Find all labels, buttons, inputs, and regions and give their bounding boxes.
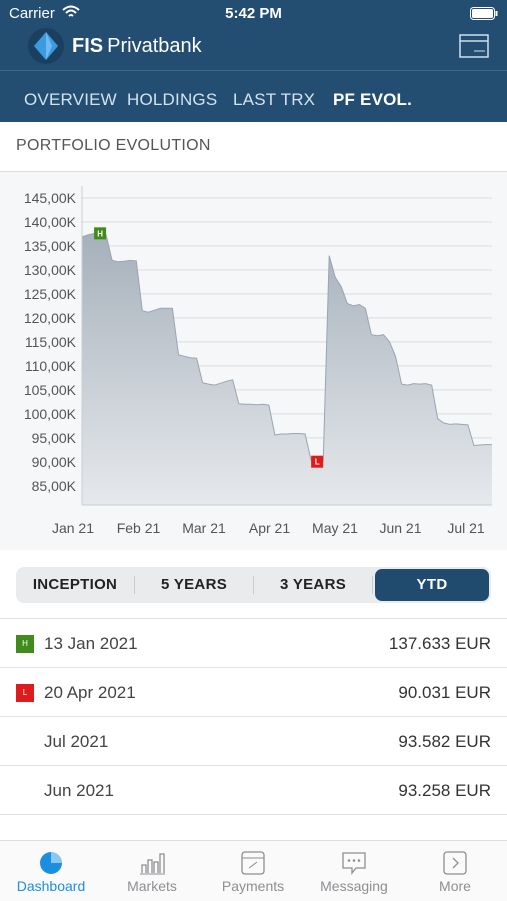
tab-item[interactable]: Markets bbox=[102, 841, 202, 901]
clock: 5:42 PM bbox=[225, 5, 282, 22]
y-tick-label: 105,00K bbox=[24, 382, 77, 398]
tab-label: More bbox=[439, 878, 471, 894]
tab-bar: Dashboard Markets Payments Messaging Mor… bbox=[0, 840, 507, 901]
carrier: Carrier bbox=[9, 5, 55, 22]
y-tick-label: 100,00K bbox=[24, 406, 77, 422]
separator bbox=[253, 576, 254, 594]
x-tick-label: Jul 21 bbox=[447, 520, 485, 536]
app-header: Carrier 5:42 PM FIS Privatbank OVERVIEW H… bbox=[0, 0, 507, 122]
row-amount: 93.582 EUR bbox=[398, 732, 491, 751]
row-amount: 137.633 EUR bbox=[388, 634, 491, 653]
nav-tab[interactable]: OVERVIEW bbox=[24, 90, 117, 109]
y-tick-label: 145,00K bbox=[24, 190, 77, 206]
y-tick-label: 135,00K bbox=[24, 238, 77, 254]
row-icon: H bbox=[16, 635, 34, 653]
y-tick-label: 115,00K bbox=[25, 334, 77, 350]
period-button[interactable]: 3 YEARS bbox=[279, 576, 347, 593]
list-row[interactable]: H 13 Jan 2021 137.633 EUR bbox=[0, 618, 507, 668]
period-selector: INCEPTION 5 YEARS 3 YEARS YTD bbox=[16, 567, 491, 603]
y-tick-label: 90,00K bbox=[32, 454, 77, 470]
brand-text: Privatbank bbox=[107, 35, 202, 57]
x-tick-label: Jan 21 bbox=[52, 520, 94, 536]
row-icon: L bbox=[16, 684, 34, 702]
dashboard-icon bbox=[40, 852, 62, 874]
area-line bbox=[81, 232, 492, 463]
separator bbox=[134, 576, 135, 594]
x-tick-label: Mar 21 bbox=[182, 520, 226, 536]
marker-label: H bbox=[97, 229, 103, 238]
area-fill bbox=[82, 233, 492, 506]
brand-bold: FIS bbox=[72, 35, 104, 57]
nav-tab[interactable]: PF EVOL. bbox=[333, 90, 413, 109]
more-icon bbox=[443, 851, 467, 875]
y-tick-label: 95,00K bbox=[32, 430, 77, 446]
tab-label: Messaging bbox=[320, 878, 388, 894]
payments-icon bbox=[241, 851, 265, 875]
wifi-icon bbox=[62, 5, 80, 17]
period-button[interactable]: YTD bbox=[375, 569, 489, 601]
x-tick-label: Feb 21 bbox=[117, 520, 161, 536]
tab-item[interactable]: Messaging bbox=[304, 841, 404, 901]
tab-label: Markets bbox=[127, 878, 177, 894]
y-tick-label: 130,00K bbox=[24, 262, 77, 278]
brand-name: FIS Privatbank bbox=[72, 35, 202, 58]
y-tick-label: 85,00K bbox=[32, 478, 77, 494]
row-date: Jun 2021 bbox=[44, 781, 114, 800]
list-row[interactable]: Jul 2021 93.582 EUR bbox=[0, 716, 507, 766]
period-button[interactable]: 5 YEARS bbox=[160, 576, 228, 593]
y-tick-label: 120,00K bbox=[24, 310, 77, 326]
chart: 85,00K 90,00K 95,00K 100,00K 105,00K 110,00K 1… bbox=[24, 186, 492, 536]
chart-panel: 85,00K 90,00K 95,00K 100,00K 105,00K 110,00K 1… bbox=[0, 171, 507, 550]
x-tick-label: Jun 21 bbox=[379, 520, 421, 536]
row-date: 20 Apr 2021 bbox=[44, 683, 136, 702]
y-tick-label: 140,00K bbox=[24, 214, 77, 230]
marker-label: L bbox=[315, 458, 320, 467]
x-tick-label: May 21 bbox=[312, 520, 358, 536]
marker-low bbox=[311, 455, 324, 468]
y-tick-label: 110,00K bbox=[25, 358, 77, 374]
nav-tab[interactable]: HOLDINGS bbox=[127, 90, 218, 109]
x-tick-label: Apr 21 bbox=[249, 520, 290, 536]
y-tick-label: 125,00K bbox=[24, 286, 77, 302]
divider bbox=[0, 814, 507, 815]
menu-button[interactable] bbox=[459, 34, 489, 58]
marker-high bbox=[94, 227, 107, 240]
messaging-icon bbox=[342, 852, 366, 875]
tab-item[interactable]: More bbox=[405, 841, 505, 901]
row-date: 13 Jan 2021 bbox=[44, 634, 138, 653]
list-row[interactable]: Jun 2021 93.258 EUR bbox=[0, 765, 507, 815]
tab-item[interactable]: Payments bbox=[203, 841, 303, 901]
list-row[interactable]: L 20 Apr 2021 90.031 EUR bbox=[0, 667, 507, 717]
separator bbox=[372, 576, 373, 594]
row-amount: 93.258 EUR bbox=[398, 781, 491, 800]
markets-icon bbox=[140, 853, 165, 875]
tab-item[interactable]: Dashboard bbox=[1, 841, 101, 901]
logo-icon bbox=[28, 28, 64, 64]
tab-label: Dashboard bbox=[16, 878, 86, 894]
divider bbox=[0, 70, 507, 71]
row-amount: 90.031 EUR bbox=[398, 683, 491, 702]
row-date: Jul 2021 bbox=[44, 732, 109, 751]
nav-tab[interactable]: LAST TRX bbox=[233, 90, 316, 109]
period-button[interactable]: INCEPTION bbox=[32, 576, 118, 593]
battery-icon bbox=[470, 7, 498, 20]
section-title: PORTFOLIO EVOLUTION bbox=[16, 137, 211, 154]
tab-label: Payments bbox=[221, 878, 285, 894]
